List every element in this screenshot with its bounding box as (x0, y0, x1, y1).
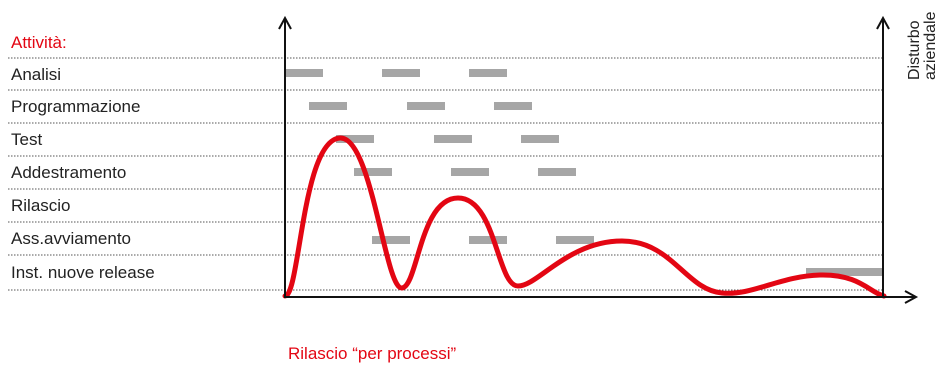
disturbance-curve (285, 138, 884, 296)
activity-bar (469, 69, 507, 77)
activity-label-addestramento: Addestramento (11, 163, 126, 182)
activities-title: Attività: (11, 33, 67, 52)
activity-bar (494, 102, 532, 110)
activity-labels: Analisi Programmazione Test Addestrament… (11, 65, 155, 282)
diagram-caption: Rilascio “per processi” (288, 344, 456, 363)
right-axis-label-line2: aziendale (922, 11, 939, 80)
activity-bar (469, 236, 507, 244)
activity-bar (382, 69, 420, 77)
activity-label-test: Test (11, 130, 42, 149)
activity-bar (434, 135, 472, 143)
axes (279, 18, 916, 303)
activity-bar (407, 102, 445, 110)
activity-label-ass-avviamento: Ass.avviamento (11, 229, 131, 248)
activity-label-programmazione: Programmazione (11, 97, 140, 116)
activity-bar (556, 236, 594, 244)
activity-bar (451, 168, 489, 176)
activity-label-rilascio: Rilascio (11, 196, 71, 215)
activity-bar (538, 168, 576, 176)
activity-bar (309, 102, 347, 110)
activity-label-analisi: Analisi (11, 65, 61, 84)
activity-bar (372, 236, 410, 244)
activity-bar (521, 135, 559, 143)
right-axis-label-line1: Disturbo (906, 20, 923, 80)
activity-label-inst-nuove-release: Inst. nuove release (11, 263, 155, 282)
activity-bar (285, 69, 323, 77)
row-separators (8, 58, 884, 290)
activity-bar (354, 168, 392, 176)
right-axis-label: Disturbo aziendale (906, 11, 939, 80)
activity-bars (285, 69, 882, 276)
